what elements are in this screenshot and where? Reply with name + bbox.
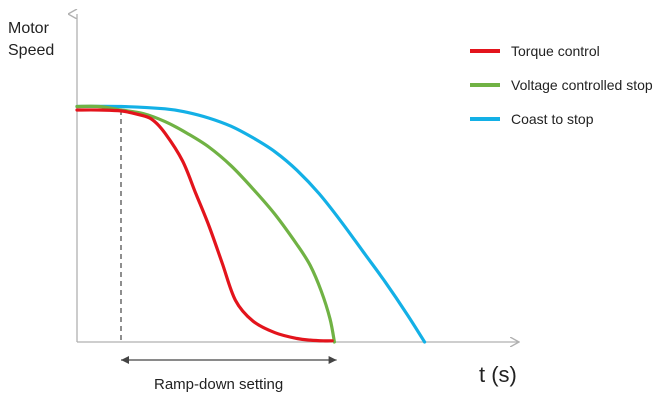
legend-label-coast-to-stop: Coast to stop [511,111,594,127]
series-layer [75,104,427,344]
legend-swatch-voltage-controlled-stop [470,83,500,87]
legend-label-voltage-controlled-stop: Voltage controlled stop [511,77,653,93]
legend-label-torque-control: Torque control [511,43,600,59]
legend-swatch-torque-control [470,49,500,53]
y-axis-label-line-2: Speed [8,42,55,59]
legend-item-coast-to-stop: Coast to stop [470,102,653,136]
legend-item-voltage-controlled-stop: Voltage controlled stop [470,68,653,102]
legend-swatch-coast-to-stop [470,117,500,121]
series-line-voltage-controlled-stop [75,104,336,344]
y-axis-label-line-1: Motor [8,20,49,37]
legend: Torque control Voltage controlled stop C… [470,34,653,136]
ramp-down-label: Ramp-down setting [154,376,284,393]
series-line-torque-control [75,108,334,343]
legend-item-torque-control: Torque control [470,34,653,68]
y-axis-label: Motor Speed [8,18,54,62]
x-axis-label: t (s) [479,362,517,387]
series-line-coast-to-stop [75,104,427,344]
